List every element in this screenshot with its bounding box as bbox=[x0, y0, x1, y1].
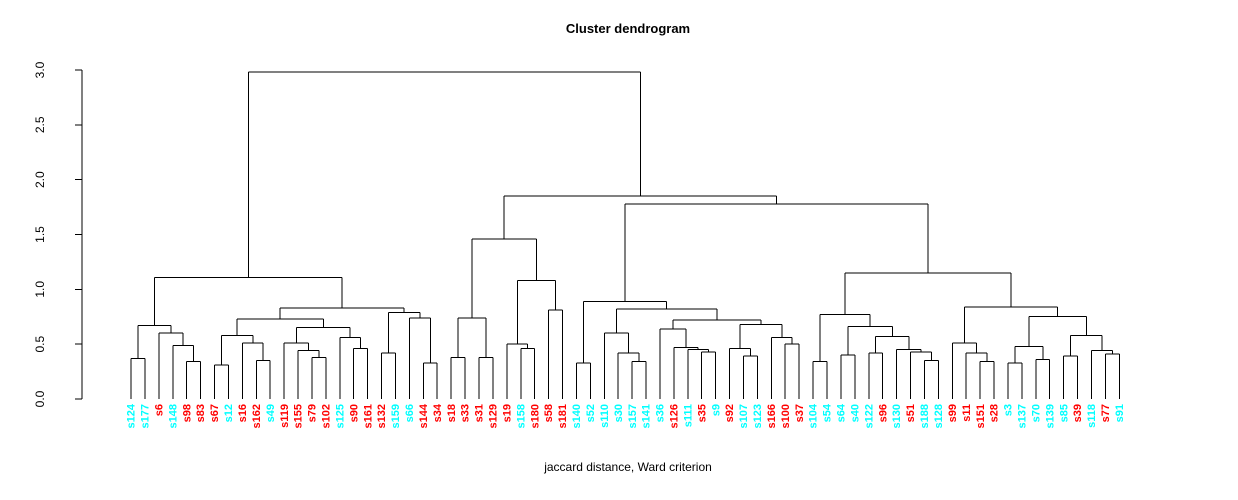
leaf-label: s100 bbox=[780, 404, 792, 428]
leaf-label: s66 bbox=[404, 404, 416, 422]
leaf-label: s34 bbox=[432, 403, 444, 422]
leaf-label: s162 bbox=[251, 404, 263, 428]
leaf-label: s96 bbox=[877, 404, 889, 422]
leaf-label: s139 bbox=[1044, 404, 1056, 428]
chart-title: Cluster dendrogram bbox=[565, 21, 691, 36]
leaf-label: s125 bbox=[334, 404, 346, 428]
leaf-label: s148 bbox=[167, 404, 179, 428]
leaf-label: s124 bbox=[126, 403, 138, 428]
leaf-label: s102 bbox=[321, 404, 333, 428]
leaf-label: s35 bbox=[696, 404, 708, 422]
leaf-label: s118 bbox=[1086, 404, 1098, 428]
leaf-label: s91 bbox=[1114, 404, 1126, 422]
leaf-label: s39 bbox=[1072, 404, 1084, 422]
leaf-label: s49 bbox=[265, 404, 277, 422]
leaf-label: s11 bbox=[961, 404, 973, 422]
y-axis-tick-label: 1.0 bbox=[33, 281, 47, 298]
y-axis-tick-label: 2.0 bbox=[33, 171, 47, 188]
leaf-label: s141 bbox=[641, 404, 653, 428]
leaf-label: s155 bbox=[293, 404, 305, 428]
y-axis-tick-label: 1.5 bbox=[33, 226, 47, 243]
leaf-label: s126 bbox=[669, 404, 681, 428]
leaf-label: s83 bbox=[195, 404, 207, 422]
leaf-label: s30 bbox=[613, 404, 625, 422]
leaf-label: s144 bbox=[418, 403, 430, 428]
leaf-label: s188 bbox=[919, 404, 931, 428]
dendrogram-links bbox=[75, 69, 1120, 400]
leaf-label: s132 bbox=[376, 404, 388, 428]
leaf-label: s180 bbox=[529, 404, 541, 428]
leaf-label: s130 bbox=[891, 404, 903, 428]
y-axis-tick-label: 3.0 bbox=[33, 61, 47, 78]
leaf-label: s54 bbox=[822, 403, 834, 422]
leaf-label: s90 bbox=[348, 404, 360, 422]
leaf-label: s9 bbox=[710, 404, 722, 416]
leaf-label: s166 bbox=[766, 404, 778, 428]
leaf-label: s52 bbox=[585, 404, 597, 422]
leaf-label: s110 bbox=[599, 404, 611, 428]
leaf-label: s151 bbox=[975, 404, 987, 428]
leaf-label: s37 bbox=[794, 404, 806, 422]
leaf-label: s28 bbox=[989, 404, 1001, 422]
leaf-label: s129 bbox=[488, 404, 500, 428]
leaf-label: s140 bbox=[571, 404, 583, 428]
leaf-label: s181 bbox=[557, 404, 569, 428]
leaf-label: s58 bbox=[543, 404, 555, 422]
leaf-label: s64 bbox=[836, 403, 848, 422]
leaf-label: s122 bbox=[863, 404, 875, 428]
leaf-label: s85 bbox=[1058, 404, 1070, 422]
leaf-label: s123 bbox=[752, 404, 764, 428]
leaf-label: s137 bbox=[1017, 404, 1029, 428]
leaf-label: s16 bbox=[237, 404, 249, 422]
y-axis-tick-label: 0.5 bbox=[33, 336, 47, 353]
leaf-label: s92 bbox=[724, 404, 736, 422]
leaf-label: s33 bbox=[460, 404, 472, 422]
leaf-label: s157 bbox=[627, 404, 639, 428]
leaf-label: s107 bbox=[738, 404, 750, 428]
leaf-label: s161 bbox=[362, 404, 374, 428]
leaf-label: s51 bbox=[905, 404, 917, 422]
leaf-label: s119 bbox=[279, 404, 291, 428]
leaf-label: s12 bbox=[223, 404, 235, 422]
leaf-label: s19 bbox=[501, 404, 513, 422]
leaf-label: s158 bbox=[515, 404, 527, 428]
leaf-label: s6 bbox=[153, 404, 165, 416]
leaf-label: s111 bbox=[682, 404, 694, 427]
leaf-label: s79 bbox=[307, 404, 319, 422]
leaf-label: s77 bbox=[1100, 404, 1112, 422]
leaf-label: s177 bbox=[140, 404, 152, 428]
leaf-label: s128 bbox=[933, 404, 945, 428]
leaf-label: s159 bbox=[390, 404, 402, 428]
x-axis-label: jaccard distance, Ward criterion bbox=[544, 460, 712, 474]
leaf-label: s40 bbox=[849, 404, 861, 422]
leaf-label: s70 bbox=[1030, 404, 1042, 422]
leaf-label: s36 bbox=[655, 404, 667, 422]
leaf-label: s18 bbox=[446, 404, 458, 422]
leaf-label: s31 bbox=[474, 404, 486, 422]
y-axis-tick-label: 0.0 bbox=[33, 390, 47, 407]
leaf-label: s67 bbox=[209, 404, 221, 422]
leaf-label: s3 bbox=[1003, 404, 1015, 416]
y-axis-tick-label: 2.5 bbox=[33, 116, 47, 133]
leaf-label: s104 bbox=[808, 403, 820, 428]
leaf-label: s99 bbox=[947, 404, 959, 422]
leaf-label: s98 bbox=[181, 404, 193, 422]
